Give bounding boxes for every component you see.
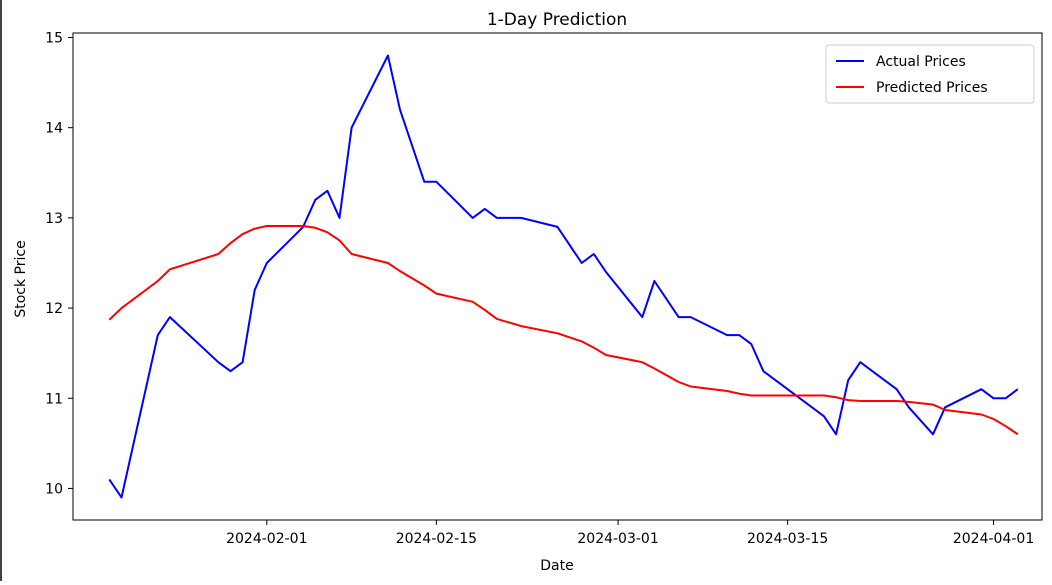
legend-label-predicted: Predicted Prices xyxy=(876,80,988,96)
series-line-actual xyxy=(108,54,1019,499)
chart-title: 1-Day Prediction xyxy=(487,10,627,30)
series-line-predicted xyxy=(108,225,1019,436)
x-tick-label: 2024-03-15 xyxy=(747,531,828,547)
legend-label-actual: Actual Prices xyxy=(876,54,966,70)
y-tick-label: 15 xyxy=(45,31,63,47)
x-tick-label: 2024-02-15 xyxy=(396,531,477,547)
y-tick-label: 11 xyxy=(45,391,63,407)
y-tick-label: 14 xyxy=(45,121,63,137)
y-axis-label: Stock Price xyxy=(13,240,29,317)
x-axis-label: Date xyxy=(540,558,573,574)
y-tick-label: 10 xyxy=(45,481,63,497)
legend: Actual Prices Predicted Prices xyxy=(825,44,1035,104)
window-border-left xyxy=(0,0,2,581)
plot-frame xyxy=(72,32,1043,521)
x-tick-label: 2024-02-01 xyxy=(226,531,307,547)
series-layer xyxy=(108,54,1019,499)
y-tick-label: 12 xyxy=(45,301,63,317)
x-tick-label: 2024-03-01 xyxy=(577,531,658,547)
tick-layer: 2024-02-01 2024-02-15 2024-03-01 2024-03-15… xyxy=(45,31,1034,547)
y-tick-label: 13 xyxy=(45,211,63,227)
x-tick-label: 2024-04-01 xyxy=(953,531,1034,547)
legend-box xyxy=(825,44,1035,104)
